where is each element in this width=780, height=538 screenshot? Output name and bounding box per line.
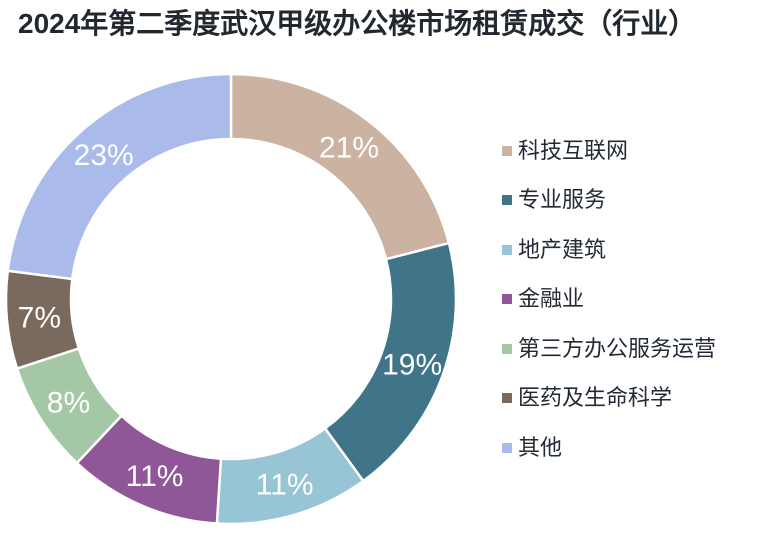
segment-percent-label: 23% — [74, 139, 134, 172]
legend-item: 金融业 — [502, 275, 716, 325]
legend-item: 第三方办公服务运营 — [502, 324, 716, 374]
legend-swatch — [502, 145, 512, 156]
legend-item: 医药及生命科学 — [502, 374, 716, 424]
segment-percent-label: 11% — [256, 468, 314, 501]
legend-label: 科技互联网 — [518, 137, 629, 163]
segment-percent-label: 11% — [126, 460, 184, 493]
legend-item: 科技互联网 — [502, 126, 716, 176]
legend-swatch — [502, 244, 512, 255]
legend-label: 第三方办公服务运营 — [518, 335, 717, 361]
legend-item: 专业服务 — [502, 176, 716, 226]
segment-percent-label: 19% — [382, 349, 442, 382]
legend-swatch — [502, 294, 512, 305]
legend-label: 医药及生命科学 — [518, 385, 673, 411]
donut-segment-0 — [229, 72, 451, 261]
legend-swatch — [502, 343, 512, 354]
donut-segment-6 — [6, 72, 233, 281]
legend-label: 金融业 — [518, 286, 585, 312]
legend-item: 其他 — [502, 423, 716, 473]
legend-swatch — [502, 195, 512, 206]
segment-percent-label: 7% — [18, 302, 61, 335]
legend-item: 地产建筑 — [502, 225, 716, 275]
legend-swatch — [502, 442, 512, 453]
legend-swatch — [502, 393, 512, 404]
segment-percent-label: 8% — [47, 387, 90, 420]
legend-label: 其他 — [518, 434, 563, 460]
chart-title: 2024年第二季度武汉甲级办公楼市场租赁成交（行业） — [18, 8, 697, 39]
legend-label: 地产建筑 — [518, 236, 607, 262]
legend-label: 专业服务 — [518, 187, 607, 213]
segment-percent-label: 21% — [319, 131, 379, 164]
legend: 科技互联网 专业服务 地产建筑 金融业 第三方办公服务运营 医药及生命科学 其他 — [502, 126, 716, 473]
